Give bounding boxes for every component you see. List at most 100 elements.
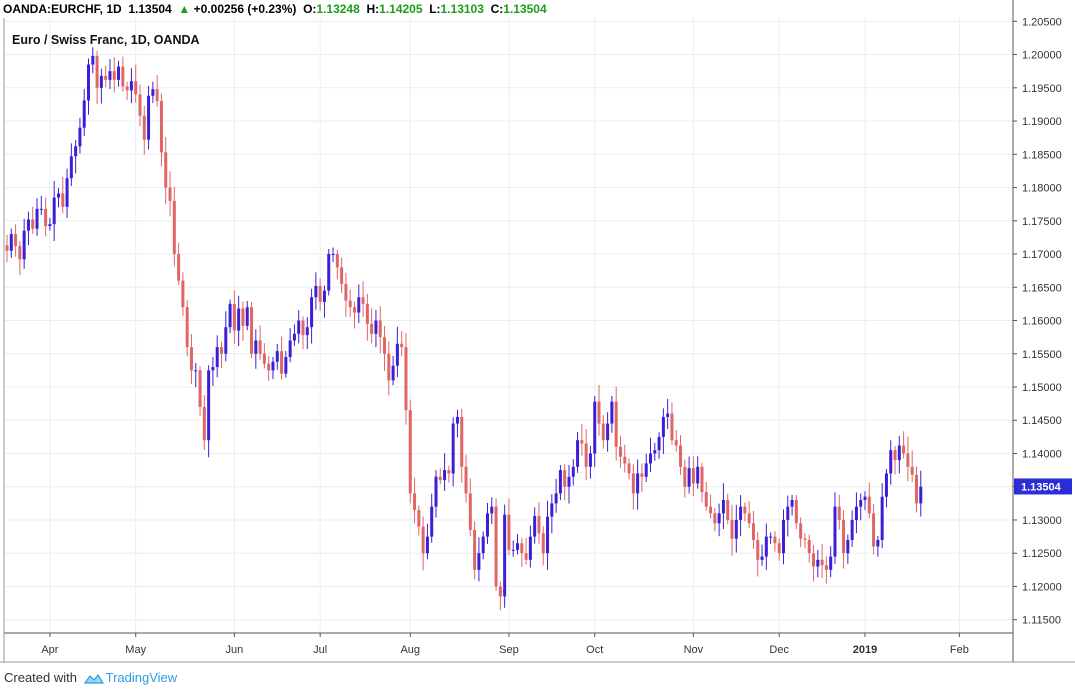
candle-body [305,327,309,336]
candle-body [352,307,356,313]
y-tick-label: 1.19500 [1022,83,1062,95]
candle-body [550,503,554,517]
last-price-value: 1.13504 [128,2,172,16]
y-tick-label: 1.15500 [1022,349,1062,361]
candles [5,47,923,611]
open-label: O: [303,2,317,16]
candle-body [554,493,558,504]
candle-body [670,413,674,441]
candle-body [473,529,477,570]
candle-body [395,343,399,366]
candle-body [541,533,545,554]
candle-body [481,536,485,554]
candle-body [576,440,580,467]
candle-body [284,357,288,374]
candle-body [700,466,704,493]
candle-body [241,308,245,326]
candle-body [773,536,777,544]
candle-body [5,245,9,251]
candle-body [606,423,610,441]
candle-body [172,200,176,255]
candle-body [756,539,760,560]
tradingview-link[interactable]: TradingView [105,670,178,685]
y-tick-label: 1.12500 [1022,548,1062,560]
candle-body [580,440,584,444]
candle-body [314,285,318,298]
tradingview-logo-icon [83,673,104,684]
y-tick-label: 1.18000 [1022,183,1062,195]
candle-body [421,526,425,554]
candle-body [365,303,369,324]
candle-body [897,445,901,461]
candle-body [108,71,112,80]
candle-body [340,267,344,284]
created-with-label: Created with [4,670,77,685]
candle-body [292,333,296,341]
candle-body [232,303,236,331]
x-tick-label: Jun [225,644,243,656]
candle-body [297,320,301,334]
candle-body [679,445,683,467]
candle-body [322,290,326,302]
candle-body [91,55,95,65]
candle-body [919,486,923,504]
candle-body [889,450,893,474]
chart-title: Euro / Swiss Franc, 1D, OANDA [12,33,200,47]
candle-body [95,55,99,88]
last-price-tag [1014,478,1072,495]
candle-body [460,416,464,467]
candle-body [31,219,35,229]
candle-body [207,370,211,441]
candle-body [155,89,159,102]
last-price-tag-label: 1.13504 [1021,481,1062,493]
candle-body [87,64,91,101]
y-tick-label: 1.16500 [1022,282,1062,294]
symbol-header: OANDA:EURCHF, 1D 1.13504 ▲ +0.00256 (+0.… [0,0,1075,18]
candle-body [777,543,781,554]
candle-body [56,193,60,198]
candle-body [164,152,168,188]
candle-body [455,416,459,424]
candle-body [198,370,202,407]
candle-body [627,463,631,474]
candle-body [35,208,39,229]
candle-body [370,323,374,334]
y-tick-label: 1.17500 [1022,216,1062,228]
candle-body [872,513,876,547]
candle-body [18,246,22,260]
candle-body [717,513,721,524]
candle-body [842,519,846,554]
candle-body [820,559,824,566]
candle-body [726,500,730,520]
candle-body [224,327,228,354]
candle-body [867,496,871,514]
candle-body [335,254,339,268]
candle-body [378,320,382,338]
candle-body [181,280,185,308]
candle-body [142,115,146,140]
candle-body [863,496,867,501]
candle-body [117,66,121,80]
symbol-name[interactable]: OANDA:EURCHF, 1D [3,2,122,16]
candle-body [147,95,151,140]
candle-body [520,543,524,554]
x-tick-label: Feb [950,644,969,656]
high-label: H: [366,2,380,16]
candle-body [159,101,163,153]
candle-body [563,470,567,487]
candle-body [824,565,828,570]
candle-body [434,476,438,507]
x-tick-label: Apr [41,644,58,656]
high-value: 1.14205 [379,2,423,16]
candle-body [747,513,751,524]
candle-body [271,361,275,371]
y-tick-label: 1.20500 [1022,16,1062,28]
candle-body [790,500,794,507]
y-tick-label: 1.16000 [1022,316,1062,328]
candle-body [687,468,691,487]
candle-body [468,493,472,530]
candle-body [22,230,26,260]
candle-body [417,510,421,527]
candle-body [902,445,906,454]
